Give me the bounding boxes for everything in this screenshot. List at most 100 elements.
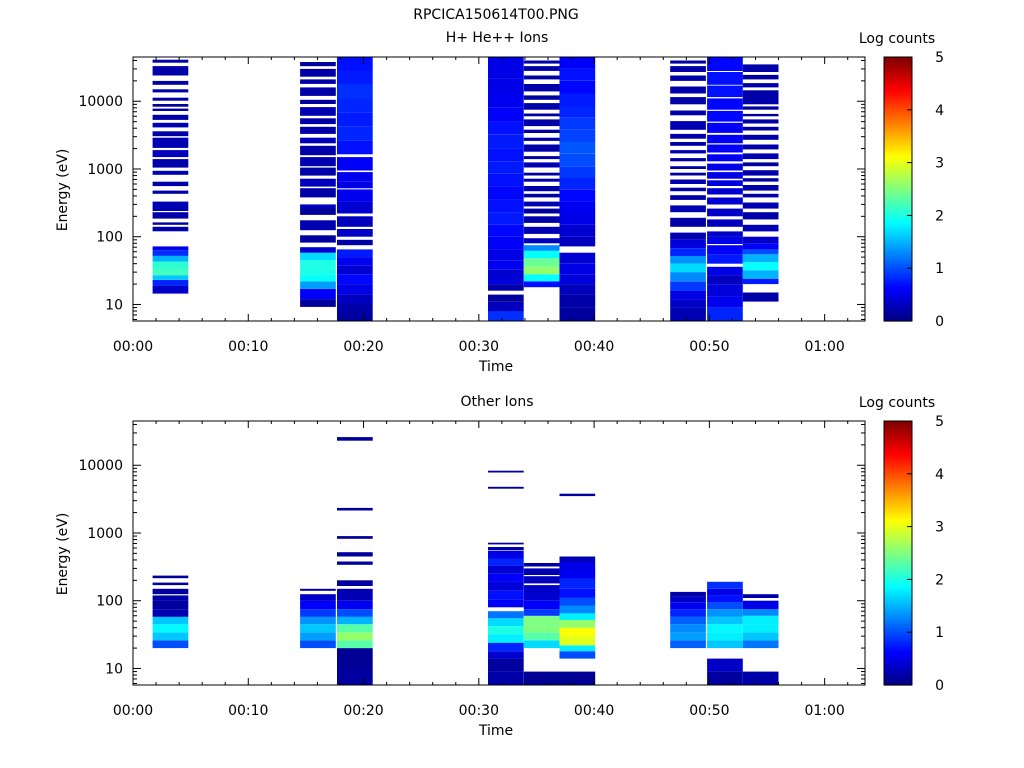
colorbar-swatch xyxy=(884,473,912,477)
heatmap-cell xyxy=(152,190,189,194)
heatmap-cell xyxy=(742,74,779,80)
heatmap-cell xyxy=(559,117,596,130)
colorbar-swatch xyxy=(884,248,912,252)
colorbar-tick-label: 3 xyxy=(935,156,944,172)
colorbar-tick-label: 4 xyxy=(935,467,944,483)
heatmap-cell xyxy=(670,179,706,184)
colorbar-swatch xyxy=(884,531,912,534)
heatmap-cell xyxy=(670,150,706,154)
colorbar-swatch xyxy=(884,107,912,111)
colorbar-swatch xyxy=(884,581,912,585)
colorbar-swatch xyxy=(884,171,912,175)
heatmap-cell xyxy=(488,57,524,79)
heatmap-cell xyxy=(742,278,779,285)
colorbar-swatch xyxy=(884,257,912,260)
colorbar-swatch xyxy=(884,160,912,164)
y-tick-label: 1000 xyxy=(87,162,123,178)
colorbar-swatch xyxy=(884,548,912,552)
colorbar-swatch xyxy=(884,517,912,521)
heatmap-cell xyxy=(670,110,706,116)
heatmap-cell xyxy=(488,486,524,489)
heatmap-cell xyxy=(337,294,373,305)
colorbar-swatch xyxy=(884,579,912,583)
heatmap-cell xyxy=(152,212,189,219)
colorbar-swatch xyxy=(884,568,912,572)
colorbar-swatch xyxy=(884,423,912,426)
heatmap-cell xyxy=(523,226,560,234)
heatmap-cell xyxy=(742,600,779,610)
heatmap-cell xyxy=(742,144,779,150)
x-tick-label: 00:30 xyxy=(459,703,499,719)
heatmap-cell xyxy=(152,97,189,101)
heatmap-cell xyxy=(337,126,373,141)
heatmap-cell xyxy=(152,609,189,617)
colorbar-swatch xyxy=(884,318,912,322)
heatmap-cell xyxy=(707,154,743,162)
colorbar-swatch xyxy=(884,263,912,267)
heatmap-cell xyxy=(300,107,336,116)
colorbar-swatch xyxy=(884,299,912,302)
heatmap-cell xyxy=(300,118,336,125)
colorbar-swatch xyxy=(884,76,912,80)
heatmap-cell xyxy=(559,605,596,614)
colorbar-swatch xyxy=(884,493,912,497)
colorbar-swatch xyxy=(884,285,912,289)
colorbar-swatch xyxy=(884,303,912,307)
colorbar-swatch xyxy=(884,495,912,499)
colorbar-swatch xyxy=(884,647,912,651)
colorbar-swatch xyxy=(884,279,912,282)
heatmap-cell xyxy=(707,188,743,195)
heatmap-cell xyxy=(300,167,336,176)
colorbar-swatch xyxy=(884,601,912,605)
heatmap-cell xyxy=(488,581,524,591)
colorbar-swatch xyxy=(884,570,912,574)
colorbar-swatch xyxy=(884,539,912,543)
heatmap-cell xyxy=(523,245,560,251)
colorbar-swatch xyxy=(884,239,912,243)
colorbar-swatch xyxy=(884,542,912,545)
heatmap-cell xyxy=(559,274,596,285)
colorbar-swatch xyxy=(884,608,912,611)
heatmap-cell xyxy=(152,159,189,168)
colorbar-swatch xyxy=(884,72,912,76)
colorbar-swatch xyxy=(884,597,912,600)
heatmap-cell xyxy=(559,93,596,106)
heatmap-cell xyxy=(337,600,373,610)
heatmap-cell xyxy=(559,236,596,247)
colorbar-swatch xyxy=(884,480,912,484)
heatmap-cell xyxy=(488,121,524,135)
heatmap-cell xyxy=(707,219,743,227)
heatmap-cell xyxy=(300,79,336,84)
heatmap-cell xyxy=(742,640,779,649)
heatmap-cell xyxy=(300,157,336,167)
colorbar-swatch xyxy=(884,621,912,624)
colorbar-tick-label: 1 xyxy=(935,625,944,641)
colorbar-swatch xyxy=(884,193,912,197)
heatmap-cell xyxy=(559,636,596,646)
colorbar-swatch xyxy=(884,669,912,673)
heatmap-cell xyxy=(488,671,524,685)
heatmap-cell xyxy=(488,470,524,473)
heatmap-cell xyxy=(670,133,706,139)
colorbar-swatch xyxy=(884,301,912,304)
heatmap-cell xyxy=(152,640,189,649)
colorbar-swatch xyxy=(884,96,912,100)
heatmap-cell xyxy=(523,600,560,610)
heatmap-cell xyxy=(300,640,336,649)
heatmap-cell xyxy=(152,250,189,256)
plot-axes: 00:00 00:10 00:20 00:30 00:40 00:50 01:00 10 100… xyxy=(78,56,866,355)
heatmap-cell xyxy=(559,106,596,118)
heatmap-cell xyxy=(670,232,706,240)
heatmap-cell xyxy=(559,588,596,598)
heatmap-cell xyxy=(152,285,189,294)
heatmap-cells xyxy=(152,57,779,321)
colorbar-swatch xyxy=(884,74,912,78)
colorbar-swatch xyxy=(884,222,912,225)
x-tick-label: 00:00 xyxy=(113,703,153,719)
colorbar: 0 1 2 3 4 5 xyxy=(883,414,944,694)
heatmap-cell xyxy=(488,542,524,545)
colorbar-swatch xyxy=(884,153,912,157)
panel-h-he-ions: H+ He++ Ions Energy (eV) Time Log counts… xyxy=(55,30,944,375)
heatmap-cell xyxy=(559,263,596,275)
colorbar-swatch xyxy=(884,559,912,563)
